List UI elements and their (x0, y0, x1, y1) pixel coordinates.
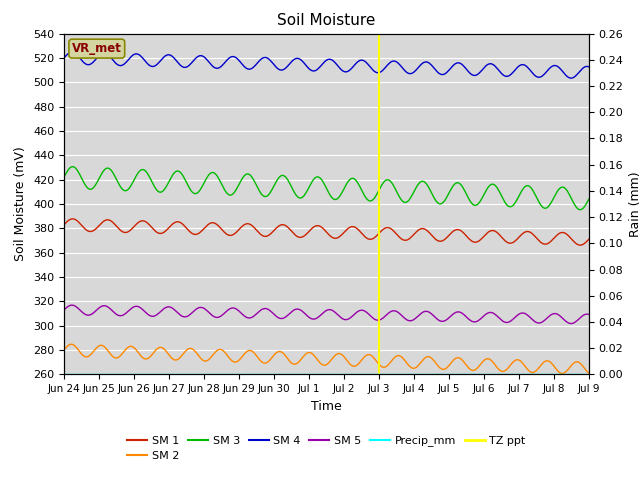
Y-axis label: Soil Moisture (mV): Soil Moisture (mV) (15, 146, 28, 262)
X-axis label: Time: Time (311, 400, 342, 413)
Y-axis label: Rain (mm): Rain (mm) (629, 171, 640, 237)
Legend: SM 1, SM 2, SM 3, SM 4, SM 5, Precip_mm, TZ ppt: SM 1, SM 2, SM 3, SM 4, SM 5, Precip_mm,… (123, 431, 530, 466)
Text: VR_met: VR_met (72, 42, 122, 55)
Title: Soil Moisture: Soil Moisture (277, 13, 376, 28)
